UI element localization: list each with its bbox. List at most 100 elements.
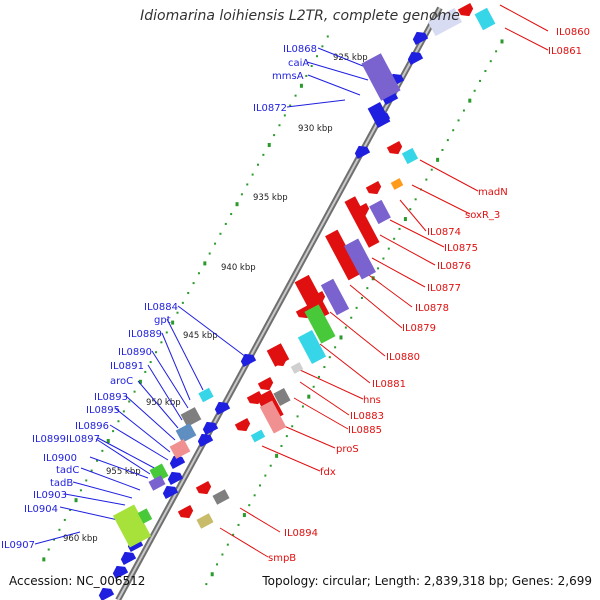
- scale-dot: [165, 331, 168, 334]
- scale-dot: [414, 198, 417, 201]
- scale-dot: [187, 291, 190, 294]
- scale-dot: [462, 109, 465, 112]
- leader-line-right: [411, 184, 471, 215]
- cds-cyan: [401, 147, 419, 165]
- cds-lightgray: [290, 362, 304, 374]
- forward-gene: [120, 551, 137, 565]
- cds-cyan: [297, 330, 327, 364]
- scale-dot: [117, 420, 120, 423]
- leader-line-right: [319, 343, 371, 384]
- scale-dot: [101, 449, 104, 452]
- scale-dot: [473, 89, 476, 92]
- scale-dot: [452, 129, 455, 132]
- gene-label-left: mmsA: [272, 71, 304, 82]
- leader-line-right: [504, 27, 549, 51]
- scale-dot: [457, 119, 460, 122]
- scale-dot: [350, 316, 353, 319]
- cds-orange: [390, 178, 404, 190]
- scale-dot: [382, 257, 385, 260]
- leader-line-left: [59, 506, 119, 521]
- scale-dot: [377, 267, 380, 270]
- leader-line-right: [299, 369, 364, 400]
- cds-red: [266, 343, 290, 367]
- scale-dot: [355, 306, 358, 309]
- topology-text: Topology: circular; Length: 2,839,318 bp…: [262, 574, 592, 588]
- label-leaders: [34, 4, 549, 558]
- cds-cyan: [474, 7, 496, 31]
- gene-label-right: IL0878: [415, 303, 449, 314]
- leader-line-left: [97, 437, 159, 471]
- cds-red: [325, 229, 361, 281]
- backbone-highlight: [117, 7, 441, 600]
- scale-dot: [312, 385, 315, 388]
- scale-dot: [299, 83, 303, 88]
- forward-gene: [412, 31, 429, 45]
- kbp-tick-label: 945 kbp: [183, 331, 218, 341]
- gene-label-left: caiA: [288, 58, 309, 69]
- gene-label-left: IL0896: [75, 421, 109, 432]
- cds-purple: [320, 278, 350, 316]
- forward-gene: [112, 565, 129, 579]
- scale-dot: [446, 139, 449, 142]
- leader-line-left: [80, 467, 141, 491]
- scale-dot: [144, 370, 147, 373]
- gene-label-right: hns: [363, 395, 381, 406]
- scale-dot: [344, 326, 347, 329]
- leader-line-right: [299, 381, 350, 416]
- scale-dot: [214, 242, 217, 245]
- kbp-tick-label: 955 kbp: [106, 467, 141, 477]
- cds-gray: [273, 388, 291, 406]
- leader-line-left: [109, 424, 169, 461]
- scale-dot: [441, 148, 444, 151]
- leader-line-right: [361, 269, 413, 308]
- leader-line-right: [379, 234, 436, 266]
- leader-line-left: [115, 408, 171, 453]
- gene-label-right: IL0881: [372, 379, 406, 390]
- gene-label-right: IL0880: [386, 352, 420, 363]
- scale-dot: [301, 405, 304, 408]
- scale-dot: [210, 572, 214, 577]
- scale-dot: [95, 459, 98, 462]
- scale-dot: [334, 346, 337, 349]
- reverse-gene: [195, 481, 212, 495]
- leader-line-left: [95, 438, 151, 475]
- scale-dot: [316, 55, 319, 58]
- scale-dot: [230, 213, 233, 216]
- gene-label-left: tadC: [56, 465, 79, 476]
- scale-dot: [360, 296, 363, 299]
- scale-dot: [128, 400, 131, 403]
- forward-gene: [169, 455, 186, 469]
- scale-dot: [90, 469, 93, 472]
- gene-label-right: IL0879: [402, 323, 436, 334]
- gene-label-left: aroC: [110, 376, 133, 387]
- scale-dot: [291, 425, 294, 428]
- scale-dot: [285, 435, 288, 438]
- scale-dot: [310, 65, 313, 68]
- scale-dot: [328, 356, 331, 359]
- cds-lime: [112, 504, 152, 548]
- gene-label-left: gpt: [154, 315, 171, 326]
- scale-dot: [403, 217, 407, 222]
- scale-dot: [269, 464, 272, 467]
- gene-label-right: IL0877: [427, 283, 461, 294]
- gene-label-left: IL0899: [32, 434, 66, 445]
- leader-line-left: [317, 47, 369, 69]
- cds-steel: [175, 423, 197, 443]
- kbp-tick-label: 960 kbp: [63, 534, 98, 544]
- scale-dot: [106, 438, 110, 443]
- scale-dot: [224, 222, 227, 225]
- scale-dot: [122, 410, 125, 413]
- cds-pink: [259, 400, 287, 434]
- reverse-gene: [365, 181, 382, 195]
- scale-dot: [436, 157, 440, 162]
- scale-ticks: 925 kbp 930 kbp 935 kbp 940 kbp 945 kbp 950 k…: [63, 53, 368, 544]
- leader-line-right: [261, 445, 321, 472]
- forward-gene: [354, 145, 371, 159]
- scale-dot: [278, 124, 281, 127]
- cds-cyan: [250, 429, 266, 443]
- gene-label-left: IL0903: [33, 490, 67, 501]
- scale-dot: [208, 252, 211, 255]
- scale-dot: [251, 173, 254, 176]
- gene-label-left: IL0904: [24, 504, 58, 515]
- gene-label-right: soxR_3: [465, 210, 500, 221]
